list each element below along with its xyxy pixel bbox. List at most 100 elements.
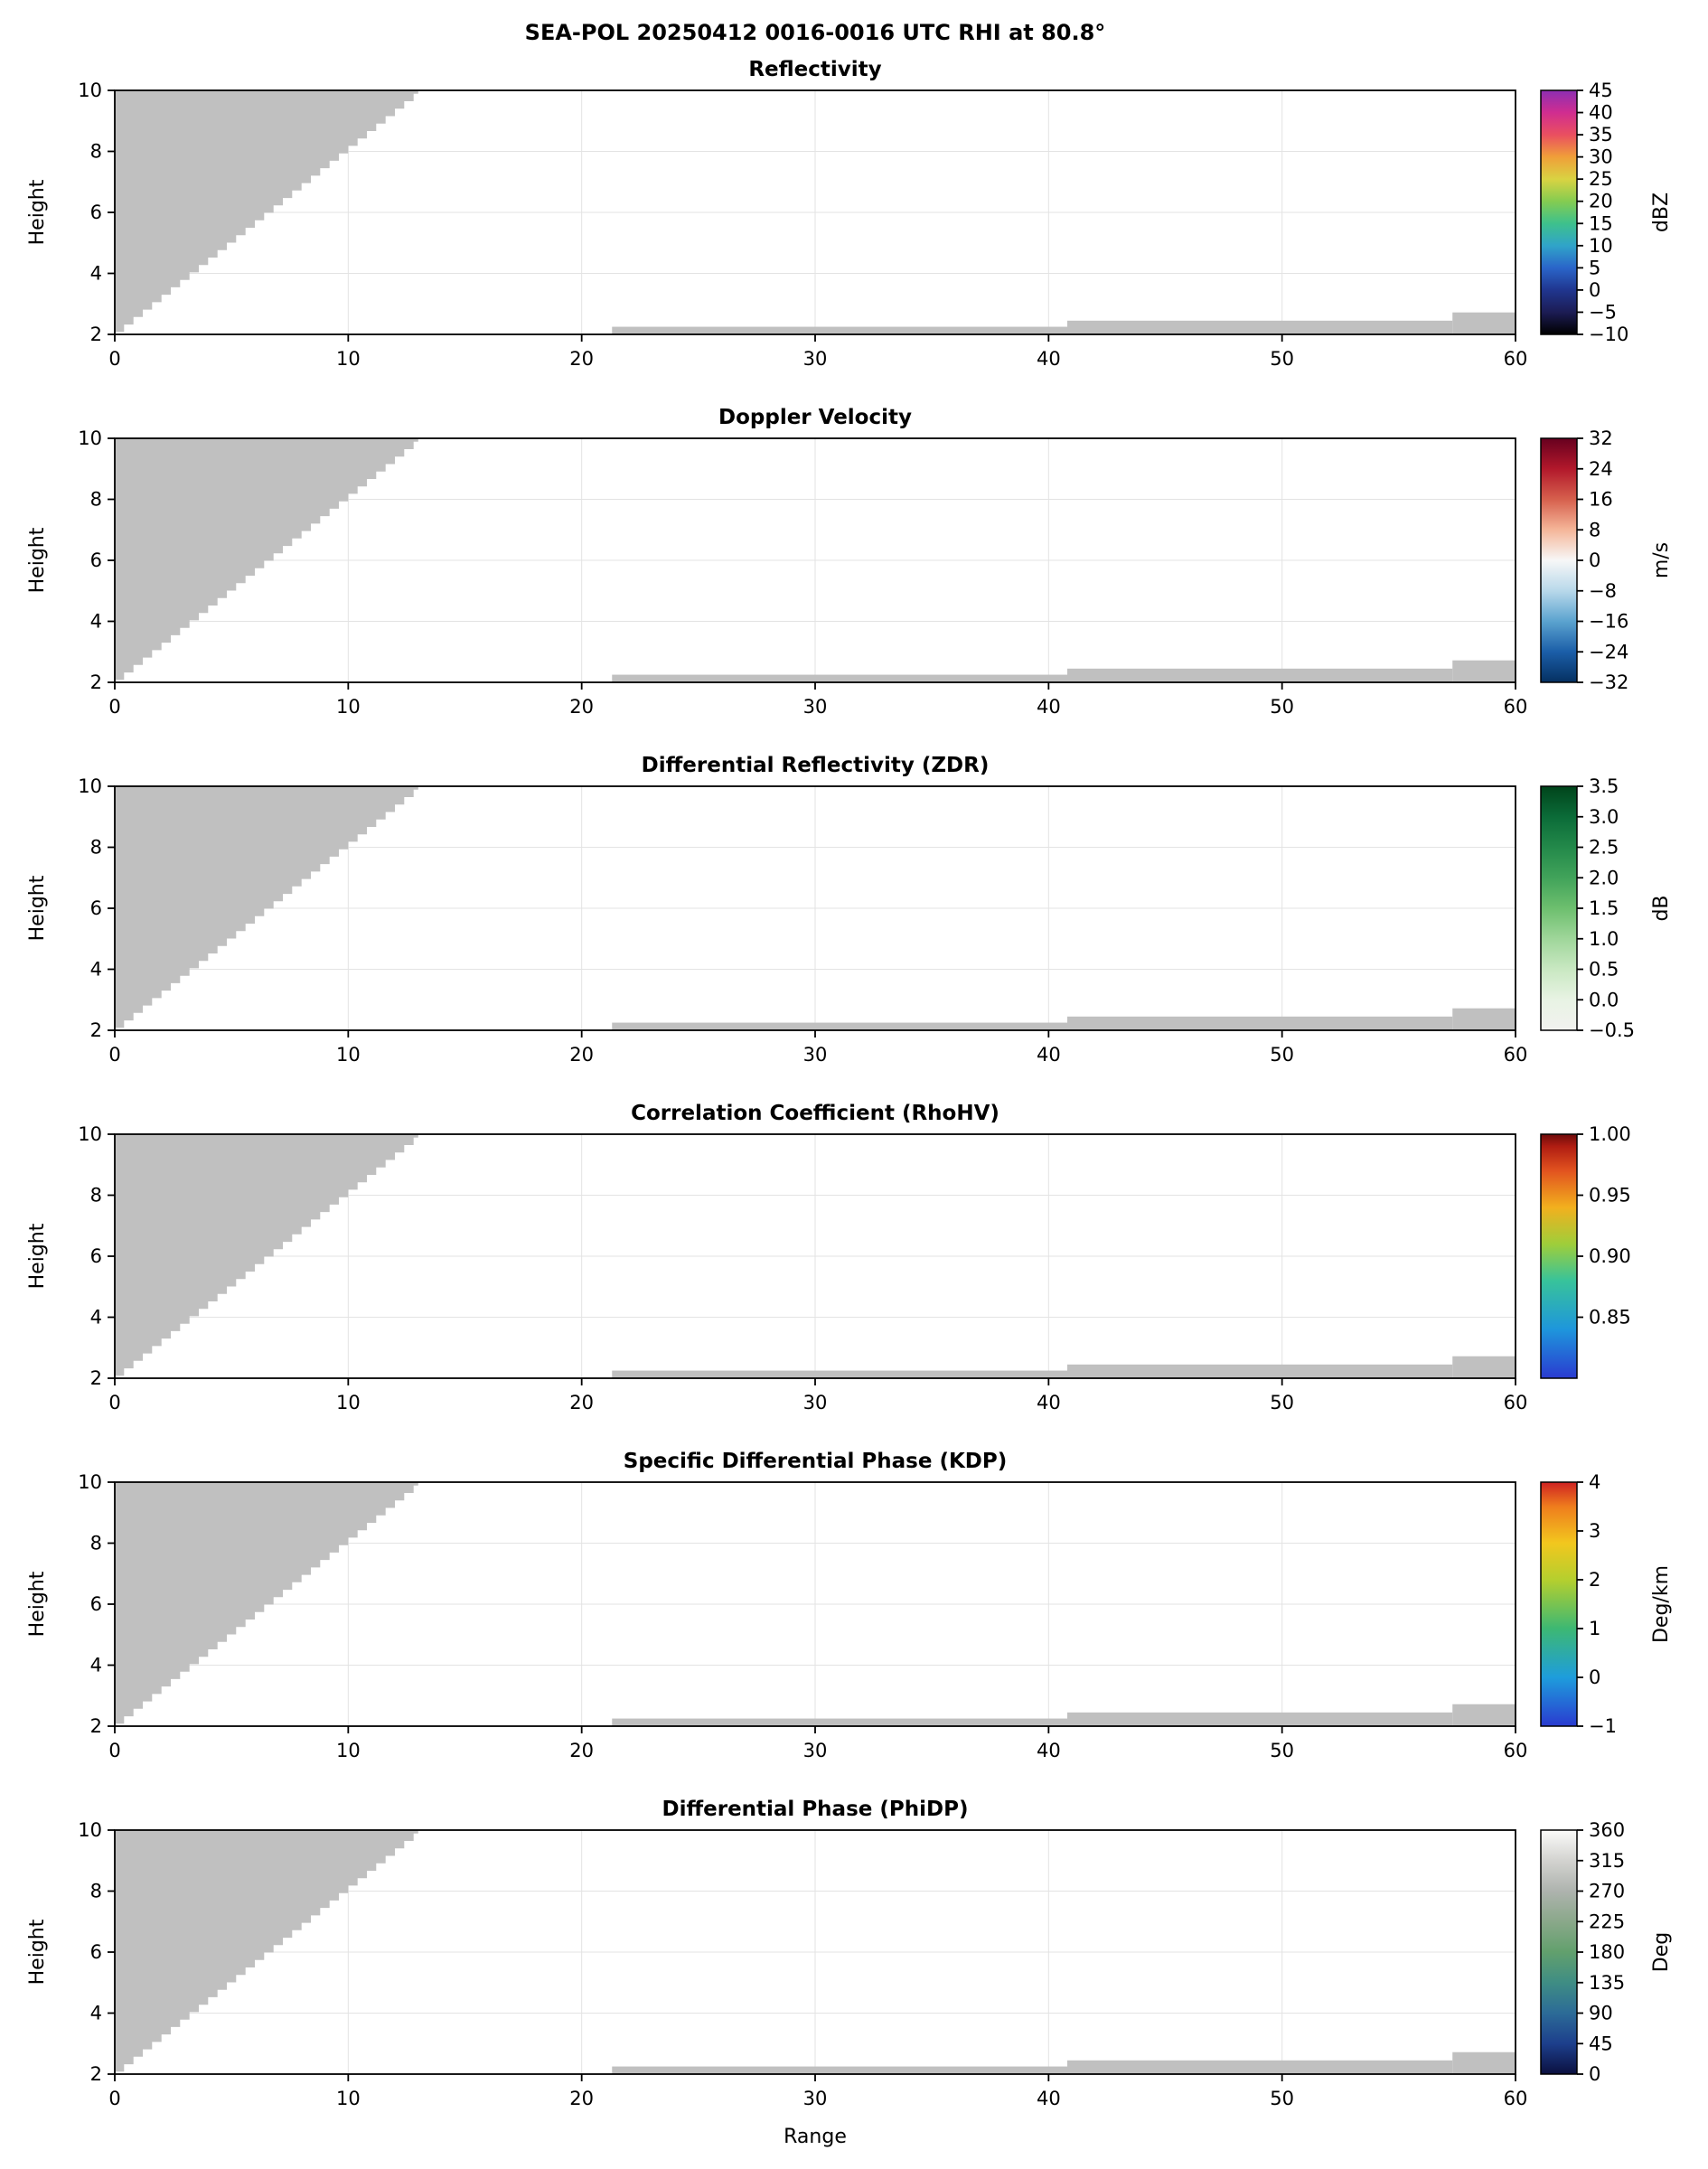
y-tick-label: 8 — [90, 489, 102, 511]
masked-data-strip — [612, 1718, 1067, 1726]
colorbar-tick-label: 16 — [1589, 489, 1613, 511]
x-tick-label: 60 — [1504, 2088, 1528, 2109]
colorbar-tick-label: 1.00 — [1589, 1123, 1631, 1145]
colorbar-tick-label: 0.95 — [1589, 1185, 1631, 1207]
colorbar-tick-label: 0.5 — [1589, 959, 1619, 981]
panel-differential-reflectivity: Differential Reflectivity (ZDR)0 10 20 30 40… — [26, 754, 1673, 1066]
y-axis-label: Height — [26, 1919, 49, 1985]
colorbar-tick-label: −5 — [1589, 301, 1617, 323]
masked-data-strip — [612, 1022, 1067, 1030]
y-axis-label: Height — [26, 179, 49, 245]
y-tick-label: 4 — [90, 1307, 102, 1329]
panel-differential-phase: Differential Phase (PhiDP)0 10 20 30 40 50 602… — [26, 1798, 1673, 2148]
colorbar-unit-label: Deg — [1650, 1932, 1673, 1972]
x-tick-label: 10 — [336, 348, 361, 370]
y-tick-label: 8 — [90, 141, 102, 163]
y-tick-label: 2 — [90, 2063, 102, 2085]
colorbar-tick-label: 10 — [1589, 235, 1613, 257]
y-tick-label: 6 — [90, 1245, 102, 1267]
colorbar-tick-label: 20 — [1589, 191, 1613, 212]
panel-title-specific-differential-phase: Specific Differential Phase (KDP) — [624, 1450, 1008, 1473]
y-tick-label: 6 — [90, 897, 102, 919]
colorbar-tick-label: 45 — [1589, 80, 1613, 101]
colorbar-unit-label: dB — [1650, 895, 1673, 921]
masked-data-wedge — [115, 1134, 418, 1376]
x-tick-label: 20 — [569, 348, 594, 370]
colorbar-tick-label: −0.5 — [1589, 1019, 1635, 1041]
colorbar-doppler-velocity — [1540, 437, 1578, 683]
y-axis-label: Height — [26, 1223, 49, 1289]
y-tick-label: 2 — [90, 324, 102, 345]
y-tick-label: 2 — [90, 671, 102, 693]
colorbar-reflectivity — [1540, 89, 1578, 335]
x-tick-label: 0 — [108, 348, 120, 370]
x-tick-label: 50 — [1270, 1392, 1294, 1413]
colorbar-tick-label: −16 — [1589, 611, 1628, 633]
x-tick-label: 30 — [803, 1044, 828, 1066]
colorbar-tick-label: 3 — [1589, 1520, 1600, 1542]
masked-data-strip — [1067, 320, 1453, 334]
masked-data-strip — [1067, 668, 1453, 682]
colorbar-differential-phase — [1540, 1829, 1578, 2075]
x-tick-label: 10 — [336, 1392, 361, 1413]
x-tick-label: 60 — [1504, 1044, 1528, 1066]
masked-data-strip — [1452, 1704, 1516, 1726]
masked-data-strip — [1452, 1008, 1516, 1030]
colorbar-tick-label: 135 — [1589, 1972, 1625, 1994]
x-tick-label: 50 — [1270, 348, 1294, 370]
y-tick-label: 6 — [90, 202, 102, 223]
x-tick-label: 30 — [803, 2088, 828, 2109]
panel-title-correlation-coefficient: Correlation Coefficient (RhoHV) — [631, 1102, 999, 1125]
colorbar-tick-label: 270 — [1589, 1881, 1625, 1902]
masked-data-strip — [612, 1370, 1067, 1378]
colorbar-tick-label: −8 — [1589, 580, 1617, 602]
x-tick-label: 20 — [569, 2088, 594, 2109]
y-tick-label: 10 — [78, 1819, 102, 1841]
x-tick-label: 10 — [336, 1740, 361, 1761]
x-tick-label: 30 — [803, 696, 828, 718]
x-tick-label: 60 — [1504, 1392, 1528, 1413]
masked-data-strip — [1452, 1356, 1516, 1378]
y-tick-label: 4 — [90, 263, 102, 285]
colorbar-correlation-coefficient — [1540, 1133, 1578, 1379]
masked-data-strip — [1452, 2052, 1516, 2074]
x-tick-label: 30 — [803, 348, 828, 370]
colorbar-tick-label: 2 — [1589, 1569, 1600, 1591]
colorbar-tick-label: 0.85 — [1589, 1307, 1631, 1329]
x-tick-label: 40 — [1037, 1392, 1061, 1413]
x-tick-label: 10 — [336, 696, 361, 718]
colorbar-tick-label: −1 — [1589, 1715, 1617, 1737]
colorbar-tick-label: 0 — [1589, 2063, 1600, 2085]
colorbar-tick-label: 180 — [1589, 1941, 1625, 1963]
masked-data-wedge — [115, 438, 418, 681]
y-tick-label: 4 — [90, 2003, 102, 2024]
panel-title-doppler-velocity: Doppler Velocity — [718, 406, 912, 429]
masked-data-strip — [1067, 1712, 1453, 1726]
colorbar-tick-label: 90 — [1589, 2003, 1613, 2024]
colorbar-tick-label: 35 — [1589, 124, 1613, 146]
x-tick-label: 20 — [569, 696, 594, 718]
colorbar-tick-label: 0.0 — [1589, 989, 1619, 1010]
x-axis-label: Range — [784, 2126, 847, 2148]
colorbar-tick-label: 1.0 — [1589, 928, 1619, 950]
colorbar-tick-label: 315 — [1589, 1850, 1625, 1872]
colorbar-tick-label: 1.5 — [1589, 897, 1619, 919]
y-tick-label: 8 — [90, 1185, 102, 1207]
panel-title-differential-phase: Differential Phase (PhiDP) — [662, 1798, 969, 1821]
colorbar-tick-label: 32 — [1589, 427, 1613, 449]
colorbar-tick-label: 0 — [1589, 549, 1600, 571]
x-tick-label: 50 — [1270, 1740, 1294, 1761]
colorbar-unit-label: Deg/km — [1650, 1565, 1673, 1643]
x-tick-label: 20 — [569, 1044, 594, 1066]
colorbar-differential-reflectivity — [1540, 785, 1578, 1031]
colorbar-unit-label: m/s — [1650, 542, 1673, 578]
colorbar-tick-label: 4 — [1589, 1471, 1600, 1493]
colorbar-tick-label: 25 — [1589, 168, 1613, 190]
y-tick-label: 10 — [78, 427, 102, 449]
masked-data-wedge — [115, 90, 418, 333]
x-tick-label: 0 — [108, 1740, 120, 1761]
panel-correlation-coefficient: Correlation Coefficient (RhoHV)0 10 20 30 40… — [26, 1102, 1631, 1413]
colorbar-tick-label: 225 — [1589, 1911, 1625, 1932]
colorbar-tick-label: 40 — [1589, 102, 1613, 124]
